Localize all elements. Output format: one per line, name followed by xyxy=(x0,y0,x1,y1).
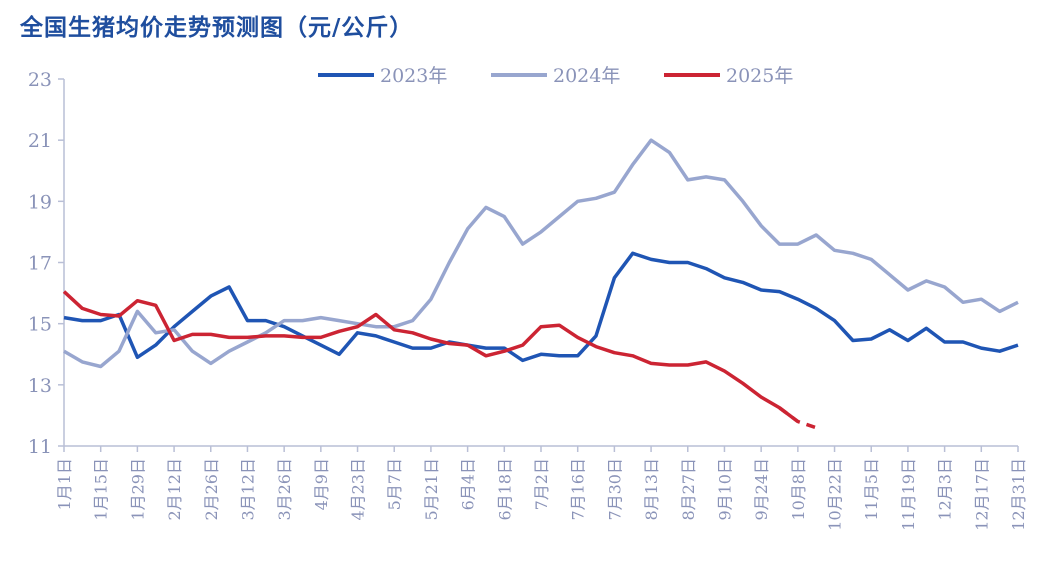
x-axis: 1月1日 1月15日 1月29日 2月12日 2月26日 3月12日 3月26日 4月9日 4月… xyxy=(55,445,1028,531)
x-tick-label: 8月13日 xyxy=(642,458,661,521)
x-tick-label: 10月22日 xyxy=(826,458,845,531)
x-tick-label: 1月1日 xyxy=(55,458,74,510)
x-tick-label: 1月29日 xyxy=(128,458,147,521)
legend-label: 2023年 xyxy=(380,65,447,87)
x-tick-label: 5月7日 xyxy=(385,458,404,510)
legend-label: 2025年 xyxy=(726,65,793,87)
chart-title: 全国生猪均价走势预测图（元/公斤） xyxy=(20,15,414,41)
x-tick-label: 11月5日 xyxy=(862,458,881,521)
x-tick-label: 1月15日 xyxy=(92,458,111,521)
x-tick-label: 3月26日 xyxy=(275,458,294,521)
x-tick-label: 10月8日 xyxy=(789,458,808,521)
x-tick-label: 2月12日 xyxy=(165,458,184,521)
y-tick-label: 19 xyxy=(28,191,52,213)
y-tick-label: 13 xyxy=(28,375,52,397)
y-tick-label: 15 xyxy=(28,314,52,336)
x-tick-label: 7月2日 xyxy=(532,458,551,510)
x-tick-label: 3月12日 xyxy=(238,458,257,521)
y-tick-label: 23 xyxy=(28,69,52,91)
legend-item: 2023年 xyxy=(318,65,447,87)
x-tick-label: 12月17日 xyxy=(972,458,991,531)
series-line xyxy=(62,290,799,423)
legend: 2023年 2024年 2025年 xyxy=(318,65,793,87)
series-layer xyxy=(62,138,1019,430)
x-tick-label: 12月3日 xyxy=(936,458,955,521)
legend-item: 2025年 xyxy=(664,65,793,87)
x-tick-label: 9月10日 xyxy=(715,458,734,521)
x-tick-label: 8月27日 xyxy=(679,458,698,521)
series-line xyxy=(63,251,1019,363)
series-line xyxy=(63,138,1019,369)
legend-item: 2024年 xyxy=(491,65,620,87)
x-tick-label: 7月16日 xyxy=(569,458,588,521)
x-tick-label: 6月18日 xyxy=(495,458,514,521)
x-tick-label: 4月23日 xyxy=(349,458,368,521)
series-line xyxy=(778,406,817,430)
x-tick-label: 2月26日 xyxy=(202,458,221,521)
y-tick-label: 11 xyxy=(28,436,52,458)
legend-label: 2024年 xyxy=(553,65,620,87)
x-tick-label: 12月31日 xyxy=(1009,458,1028,531)
x-tick-label: 4月9日 xyxy=(312,458,331,510)
x-tick-label: 9月24日 xyxy=(752,458,771,521)
y-tick-label: 17 xyxy=(28,253,52,275)
x-tick-label: 6月4日 xyxy=(459,458,478,510)
y-axis: 11 13 15 17 19 21 23 xyxy=(28,69,65,458)
x-tick-label: 11月19日 xyxy=(899,458,918,531)
x-tick-label: 7月30日 xyxy=(605,458,624,521)
x-tick-label: 5月21日 xyxy=(422,458,441,521)
y-tick-label: 21 xyxy=(28,130,52,152)
